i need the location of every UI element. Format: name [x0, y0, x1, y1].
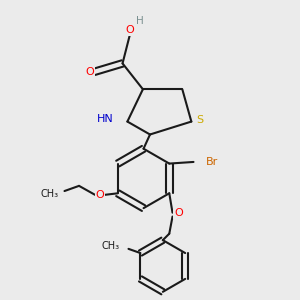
Text: Br: Br: [206, 157, 218, 167]
Text: CH₃: CH₃: [102, 241, 120, 250]
Text: HN: HN: [97, 114, 114, 124]
Text: S: S: [196, 115, 203, 125]
Text: O: O: [174, 208, 183, 218]
Text: O: O: [126, 26, 134, 35]
Text: CH₃: CH₃: [40, 189, 59, 199]
Text: O: O: [96, 190, 104, 200]
Text: O: O: [85, 67, 94, 77]
Text: H: H: [136, 16, 143, 26]
